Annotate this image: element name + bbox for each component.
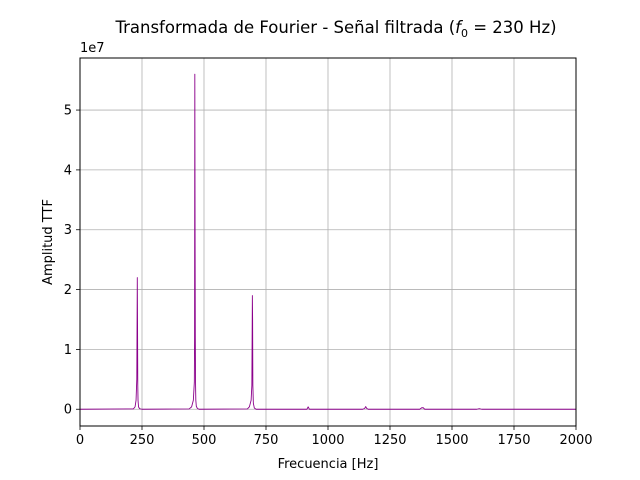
title-f-symbol: f (455, 18, 463, 37)
series-line-fft (79, 73, 576, 410)
x-tick-label: 500 (192, 433, 217, 448)
y-tick-label: 4 (64, 163, 72, 178)
x-tick-label: 1000 (311, 433, 344, 448)
x-tick-label: 1500 (435, 433, 468, 448)
x-tick-label: 1250 (373, 433, 406, 448)
title-suffix: = 230 Hz) (468, 18, 557, 37)
plot-area (79, 73, 576, 410)
y-tick-label: 2 (64, 283, 72, 298)
x-tick-label: 2000 (559, 433, 592, 448)
chart-title: Transformada de Fourier - Señal filtrada… (114, 18, 556, 40)
y-axis-label: Amplitud TTF (41, 199, 56, 285)
grid-lines (79, 58, 577, 426)
x-tick-label: 0 (76, 433, 84, 448)
x-tick-label: 250 (130, 433, 155, 448)
y-offset-label: 1e7 (80, 41, 105, 56)
y-tick-label: 1 (64, 343, 72, 358)
x-axis-label: Frecuencia [Hz] (278, 457, 379, 472)
axis-ticks: 0 250 500 750 1000 1250 1500 1750 2000 0 1 2 3 4 5 (64, 104, 593, 448)
title-f-subscript: 0 (461, 27, 468, 40)
y-tick-label: 3 (64, 223, 72, 238)
x-tick-label: 1750 (497, 433, 530, 448)
y-tick-label: 0 (64, 403, 72, 418)
y-tick-label: 5 (64, 104, 72, 119)
title-prefix: Transformada de Fourier - Señal filtrada… (114, 18, 455, 37)
x-tick-label: 750 (254, 433, 279, 448)
